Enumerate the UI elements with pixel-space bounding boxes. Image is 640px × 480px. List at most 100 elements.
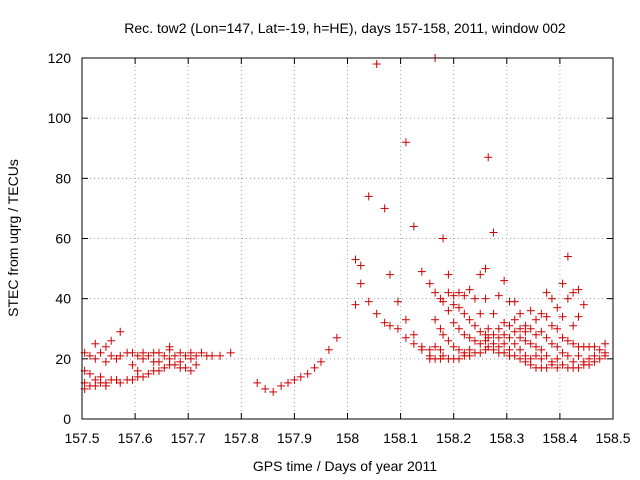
- data-point: [444, 270, 453, 279]
- data-point: [192, 360, 201, 369]
- data-point: [116, 378, 125, 387]
- data-point: [455, 324, 464, 333]
- data-point: [542, 333, 551, 342]
- data-point: [192, 351, 201, 360]
- data-point: [460, 291, 469, 300]
- data-point: [465, 285, 474, 294]
- data-point: [484, 333, 493, 342]
- data-point: [303, 369, 312, 378]
- data-point: [385, 270, 394, 279]
- data-point: [484, 153, 493, 162]
- data-point: [417, 267, 426, 276]
- data-point: [316, 357, 325, 366]
- data-point: [510, 297, 519, 306]
- data-point: [553, 324, 562, 333]
- data-point: [351, 255, 360, 264]
- data-point: [393, 324, 402, 333]
- data-point: [170, 360, 179, 369]
- data-point: [476, 270, 485, 279]
- data-point: [526, 360, 535, 369]
- data-point: [579, 300, 588, 309]
- data-point: [489, 309, 498, 318]
- x-tick-label: 158.4: [542, 430, 577, 446]
- data-point: [91, 354, 100, 363]
- x-axis-label: GPS time / Days of year 2011: [253, 458, 437, 474]
- data-point: [186, 366, 195, 375]
- data-point: [449, 291, 458, 300]
- data-point: [226, 348, 235, 357]
- data-point: [431, 315, 440, 324]
- data-point: [439, 351, 448, 360]
- data-point: [547, 360, 556, 369]
- data-point: [425, 279, 434, 288]
- data-point: [563, 252, 572, 261]
- data-point: [532, 342, 541, 351]
- data-point: [537, 345, 546, 354]
- data-point: [470, 294, 479, 303]
- data-point: [455, 354, 464, 363]
- data-point: [558, 360, 567, 369]
- data-point: [558, 333, 567, 342]
- data-point: [85, 369, 94, 378]
- data-point: [542, 363, 551, 372]
- y-tick-label: 120: [48, 50, 72, 66]
- data-point: [542, 312, 551, 321]
- data-point: [481, 294, 490, 303]
- data-point: [595, 345, 604, 354]
- data-point: [465, 351, 474, 360]
- data-point: [526, 339, 535, 348]
- data-point: [595, 354, 604, 363]
- data-point: [439, 297, 448, 306]
- y-tick-labels: 0 20 40 60 80 100 120: [48, 50, 72, 427]
- data-point: [494, 324, 503, 333]
- data-point: [563, 336, 572, 345]
- x-tick-label: 157.5: [64, 430, 99, 446]
- data-point: [470, 336, 479, 345]
- data-point: [133, 351, 142, 360]
- data-point: [186, 354, 195, 363]
- y-axis-label: STEC from uqrg / TECUs: [5, 159, 21, 317]
- data-point: [444, 336, 453, 345]
- data-point: [261, 384, 270, 393]
- data-point: [385, 321, 394, 330]
- data-point: [449, 300, 458, 309]
- data-point: [380, 318, 389, 327]
- data-point: [372, 309, 381, 318]
- data-point: [409, 222, 418, 231]
- y-tick-label: 60: [55, 231, 71, 247]
- data-point: [401, 315, 410, 324]
- data-point: [364, 192, 373, 201]
- data-point: [116, 351, 125, 360]
- data-point: [585, 360, 594, 369]
- data-point: [547, 339, 556, 348]
- data-point: [558, 279, 567, 288]
- data-point: [553, 363, 562, 372]
- data-point: [494, 291, 503, 300]
- y-tick-label: 100: [48, 110, 72, 126]
- data-point: [505, 321, 514, 330]
- data-point: [537, 309, 546, 318]
- data-point: [521, 357, 530, 366]
- data-point: [460, 309, 469, 318]
- x-tick-label: 158.1: [383, 430, 418, 446]
- data-point: [160, 351, 169, 360]
- data-point: [547, 294, 556, 303]
- data-point: [449, 342, 458, 351]
- data-point: [455, 288, 464, 297]
- data-point: [465, 315, 474, 324]
- x-tick-label: 157.9: [277, 430, 312, 446]
- data-point: [154, 348, 163, 357]
- data-point: [431, 342, 440, 351]
- data-point: [489, 345, 498, 354]
- x-tick-label: 157.6: [118, 430, 153, 446]
- data-point: [216, 351, 225, 360]
- data-point: [380, 204, 389, 213]
- data-point: [431, 288, 440, 297]
- data-point: [510, 339, 519, 348]
- data-point: [324, 345, 333, 354]
- data-point: [563, 294, 572, 303]
- data-point: [500, 330, 509, 339]
- data-point: [439, 330, 448, 339]
- y-tick-label: 40: [55, 291, 71, 307]
